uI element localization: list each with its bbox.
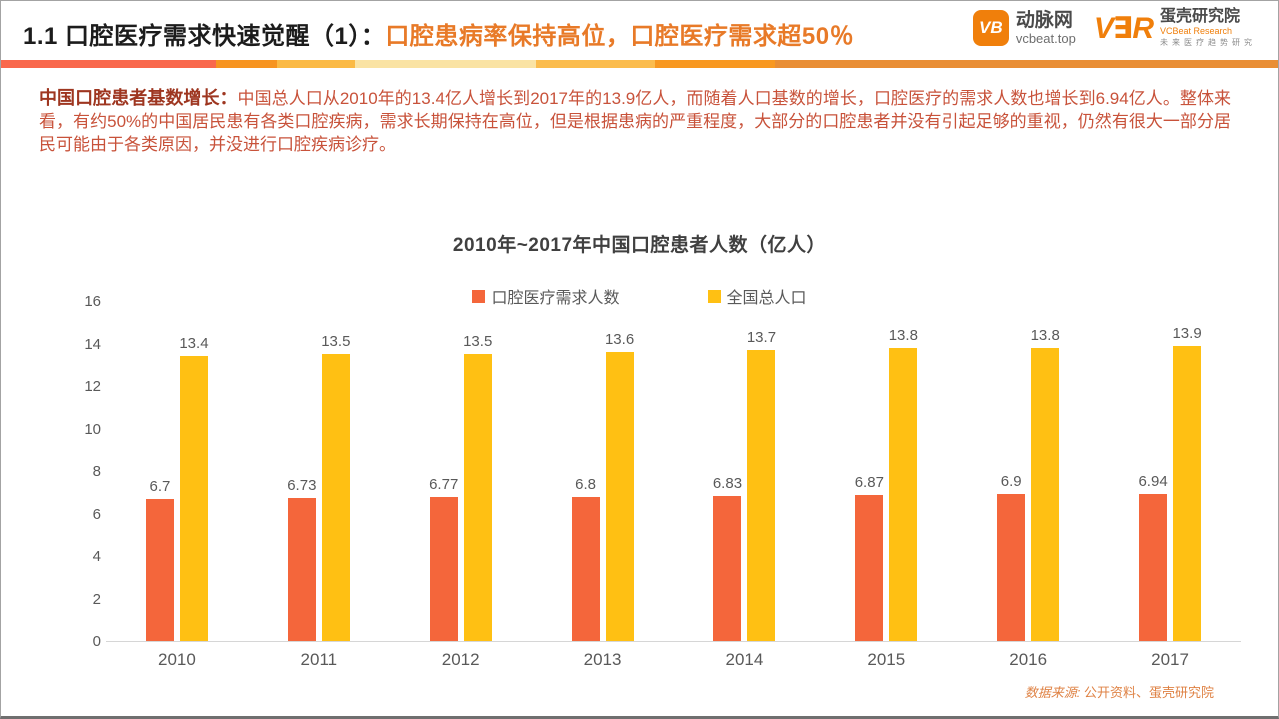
x-tick-label-2015: 2015 [867,650,906,669]
divider-segment-2 [276,60,355,68]
bar-value-label: 6.73 [287,477,317,494]
bar-group-2010: 6.7 13.4 [106,302,248,641]
divider-segment-0 [1,60,216,68]
bar-value-label: 13.8 [888,326,918,344]
divider-segment-3 [354,60,537,68]
bar-population-2015: 13.8 [889,327,918,641]
legend-item-0: 口腔医疗需求人数 [472,284,620,308]
divider-segment-5 [654,60,775,68]
bar-value-label: 6.94 [1138,472,1168,490]
divider-segment-4 [536,60,655,68]
bar-value-label: 13.5 [321,333,351,351]
legend-item-1: 全国总人口 [707,284,807,308]
bar-value-label: 6.9 [1000,473,1022,491]
bar-demand-2016: 6.9 [997,473,1026,641]
bar-population-2017: 13.9 [1172,325,1202,641]
vbr-logo-name: 蛋壳研究院 [1160,8,1241,25]
bar-demand-2010: 6.7 [145,478,174,641]
bar-group-2013: 6.8 13.6 [532,302,674,641]
bar-demand-2017: 6.94 [1138,473,1168,641]
bar-demand-2012: 6.77 [429,476,458,641]
y-axis-labels: 0 2 4 6 8 10 12 14 16 [61,294,101,650]
bar-value-label: 13.6 [604,331,635,348]
bar-value-label: 13.4 [179,335,209,353]
x-tick-label-2017: 2017 [1151,650,1189,669]
x-tick-label-2011: 2011 [300,650,338,669]
x-tick-label-2016: 2016 [1009,650,1048,669]
y-tick-label: 10 [84,420,101,438]
bar-population-2014: 13.7 [747,329,776,641]
bar-group-2017: 6.94 13.9 [1099,302,1241,641]
bar-group-2015: 6.87 13.8 [815,302,957,641]
vcbeat-logo-name: 动脉网 [1015,9,1073,31]
header-divider-bar [1,60,1278,68]
y-tick-label: 0 [92,633,101,650]
bar-value-label: 6.83 [712,474,743,492]
page-title: 1.1 口腔医疗需求快速觉醒（1）：口腔患病率保持高位，口腔医疗需求超50％ [23,16,854,51]
page-title-highlight: 口腔患病率保持高位，口腔医疗需求超50％ [385,23,855,50]
bar-demand-2013: 6.8 [571,476,600,641]
x-tick-label-2014: 2014 [725,650,764,669]
bar-demand-2014: 6.83 [713,475,742,641]
vcbeat-logo: VB 动脉网 vcbeat.top [972,9,1076,47]
vbr-logo-sub: VCBeat Research [1160,25,1233,36]
vbr-logo: V∃R 蛋壳研究院 VCBeat Research 未来医疗趋势研究 [1093,8,1256,48]
divider-segment-1 [215,60,277,68]
legend-label: 口腔医疗需求人数 [491,290,620,307]
vcbeat-logo-domain: vcbeat.top [1015,31,1076,47]
legend-swatch-icon [707,289,721,303]
y-tick-label: 6 [92,505,101,523]
bar-chart-plot-area: 6.7 13.4 6.73 13.5 6.77 13.5 6.8 13.6 6.83 13.7 6.… [106,302,1241,642]
bar-population-2011: 13.5 [321,333,350,641]
bar-group-2014: 6.83 13.7 [674,302,816,641]
data-source-note: 数据来源: 公开资料、蛋壳研究院 [1025,682,1214,701]
bar-value-label: 6.8 [575,475,596,493]
data-source-value: 公开资料、蛋壳研究院 [1083,685,1214,700]
chart-title: 2010年~2017年中国口腔患者人数（亿人） [452,235,827,256]
intro-paragraph: 中国口腔患者基数增长：中国总人口从2010年的13.4亿人增长到2017年的13… [39,87,1231,156]
bar-population-2013: 13.6 [605,331,634,641]
bar-value-label: 6.77 [429,476,459,494]
y-tick-label: 16 [84,293,101,310]
x-tick-label-2012: 2012 [441,650,480,669]
x-tick-label-2013: 2013 [583,650,622,669]
bar-value-label: 6.7 [149,477,171,495]
y-tick-label: 8 [92,463,101,480]
x-axis-labels: 2010 2011 2012 2013 2014 2015 2016 2017 [106,650,1241,670]
bar-value-label: 13.8 [1030,326,1060,344]
bar-demand-2015: 6.87 [855,474,884,641]
bar-population-2016: 13.8 [1031,327,1060,641]
bar-population-2012: 13.5 [463,333,492,641]
page-title-primary: 1.1 口腔医疗需求快速觉醒（1）： [23,23,386,50]
bar-value-label: 13.5 [463,333,493,351]
bar-value-label: 13.7 [746,328,777,346]
bar-value-label: 13.9 [1172,324,1202,342]
divider-segment-6 [774,60,1278,68]
intro-lead: 中国口腔患者基数增长： [39,88,238,108]
y-tick-label: 12 [84,378,101,395]
bar-population-2010: 13.4 [179,335,209,641]
chart-legend: 口腔医疗需求人数 全国总人口 [1,284,1278,308]
bar-group-2011: 6.73 13.5 [248,302,390,641]
y-tick-label: 4 [92,548,101,565]
x-tick-label-2010: 2010 [158,650,196,669]
bar-value-label: 6.87 [854,474,884,492]
legend-swatch-icon [472,289,486,303]
vbr-logo-tagline: 未来医疗趋势研究 [1160,38,1256,48]
bar-demand-2011: 6.73 [287,477,316,641]
bar-group-2016: 6.9 13.8 [957,302,1099,641]
y-tick-label: 2 [92,590,101,608]
vcbeat-badge-icon: VB [972,10,1009,47]
legend-label: 全国总人口 [726,290,807,307]
logo-group: VB 动脉网 vcbeat.top V∃R 蛋壳研究院 VCBeat Resea… [972,8,1256,48]
intro-body: 中国总人口从2010年的13.4亿人增长到2017年的13.9亿人，而随着人口基… [39,89,1231,154]
bar-group-2012: 6.77 13.5 [390,302,532,641]
vbr-letters-icon: V∃R [1093,11,1154,45]
y-tick-label: 14 [84,335,101,353]
data-source-label: 数据来源: [1024,685,1084,700]
